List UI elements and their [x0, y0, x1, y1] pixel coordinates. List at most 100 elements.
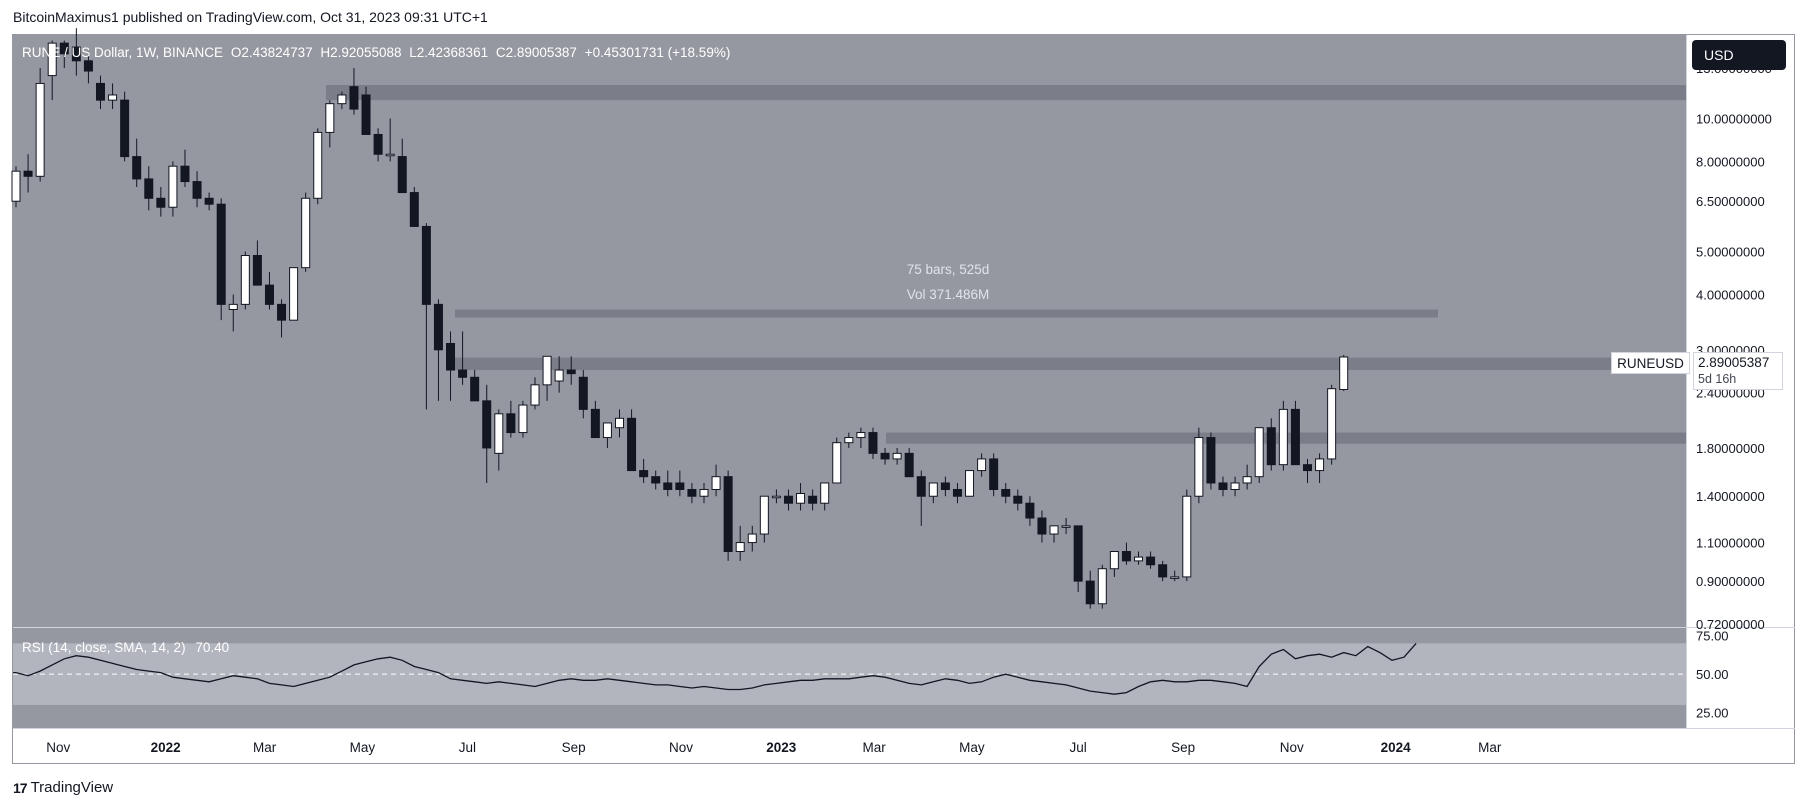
candle: [892, 447, 902, 465]
candle: [844, 432, 854, 448]
resistance-zone: [455, 309, 1438, 318]
candle-body: [747, 533, 757, 544]
candle: [168, 161, 178, 217]
candle: [373, 128, 383, 162]
candle-body: [397, 156, 407, 194]
x-tick-label: Nov: [1280, 740, 1304, 755]
candle-body: [1230, 482, 1240, 490]
rsi-legend[interactable]: RSI (14, close, SMA, 14, 2) 70.40: [22, 640, 229, 655]
candle: [95, 75, 105, 110]
candle: [771, 489, 781, 504]
candle-body: [1206, 437, 1216, 484]
candle: [1182, 489, 1192, 582]
candle-body: [1049, 525, 1059, 535]
currency-button[interactable]: USD: [1692, 40, 1786, 70]
candle-body: [1085, 580, 1095, 605]
x-tick-label: May: [350, 740, 376, 755]
candle-body: [35, 82, 45, 177]
candle: [385, 118, 395, 162]
candle: [554, 356, 564, 393]
candle-body: [844, 437, 854, 444]
y-tick-label: 10.00000000: [1696, 111, 1772, 126]
candle: [35, 68, 45, 182]
candle-body: [796, 493, 806, 504]
candle-body: [1339, 356, 1349, 390]
legend-low: L2.42368361: [409, 45, 489, 60]
tradingview-logo-icon: 17: [13, 779, 28, 796]
candle: [11, 166, 21, 208]
candle-body: [1170, 576, 1180, 579]
candle-body: [71, 46, 81, 62]
candle-body: [952, 488, 962, 497]
candle-body: [783, 495, 793, 504]
candle-body: [1194, 437, 1204, 497]
candle: [663, 470, 673, 497]
candle: [240, 251, 250, 310]
tradingview-logo[interactable]: 17 TradingView: [13, 779, 113, 796]
candle: [349, 68, 359, 115]
candle-body: [711, 476, 721, 490]
candle-body: [373, 133, 383, 155]
candle: [820, 482, 830, 511]
candle: [313, 128, 323, 205]
candle: [639, 458, 649, 483]
candle-body: [1146, 556, 1156, 566]
candle: [1315, 453, 1325, 483]
candle-body: [566, 369, 576, 375]
candle-body: [349, 86, 359, 110]
candle: [675, 470, 685, 497]
resistance-zone: [455, 357, 1686, 371]
candle-body: [361, 94, 371, 135]
candle: [602, 422, 612, 448]
x-tick-label: 2024: [1381, 740, 1412, 755]
candle: [1170, 570, 1180, 582]
candle: [627, 409, 637, 472]
candle-body: [940, 482, 950, 490]
chart-frame: [12, 34, 1795, 764]
candle: [940, 476, 950, 497]
legend-symbol[interactable]: RUNE / US Dollar, 1W, BINANCE: [22, 45, 224, 60]
candle-body: [735, 542, 745, 553]
candle-body: [156, 197, 166, 208]
candle-body: [433, 303, 443, 351]
x-tick-label: Jul: [1070, 740, 1087, 755]
candle: [1158, 560, 1168, 582]
x-tick-label: Nov: [46, 740, 70, 755]
candle-body: [892, 452, 902, 460]
candle-body: [301, 197, 311, 269]
candle-body: [1315, 458, 1325, 472]
candle-body: [615, 417, 624, 429]
candle-body: [928, 482, 938, 497]
candle: [144, 166, 154, 211]
candle-body: [1327, 388, 1337, 460]
candle-body: [1025, 502, 1035, 519]
candle: [965, 470, 975, 497]
price-pane: [13, 35, 1686, 627]
x-tick-label: 2023: [766, 740, 797, 755]
candle: [1001, 482, 1011, 504]
candle: [832, 437, 842, 484]
candle-body: [578, 376, 588, 410]
candle-body: [1290, 408, 1300, 466]
candle: [204, 192, 214, 211]
bar-countdown: 5d 16h: [1698, 372, 1737, 386]
candle-body: [1001, 488, 1011, 497]
candle-body: [1109, 551, 1119, 570]
candle-body: [808, 495, 818, 504]
candle-body: [916, 476, 926, 497]
candle-body: [723, 476, 733, 553]
candle-body: [602, 422, 612, 439]
candle: [446, 331, 456, 401]
candle: [409, 186, 419, 227]
candle-body: [204, 197, 214, 205]
y-tick-label: 0.72000000: [1696, 617, 1765, 632]
candle-body: [759, 495, 769, 535]
candle-body: [977, 458, 987, 472]
candle-body: [325, 103, 335, 133]
candle: [433, 299, 443, 401]
candle: [711, 464, 721, 497]
candle-body: [663, 482, 673, 490]
candle-body: [47, 42, 57, 77]
candle: [120, 91, 130, 162]
